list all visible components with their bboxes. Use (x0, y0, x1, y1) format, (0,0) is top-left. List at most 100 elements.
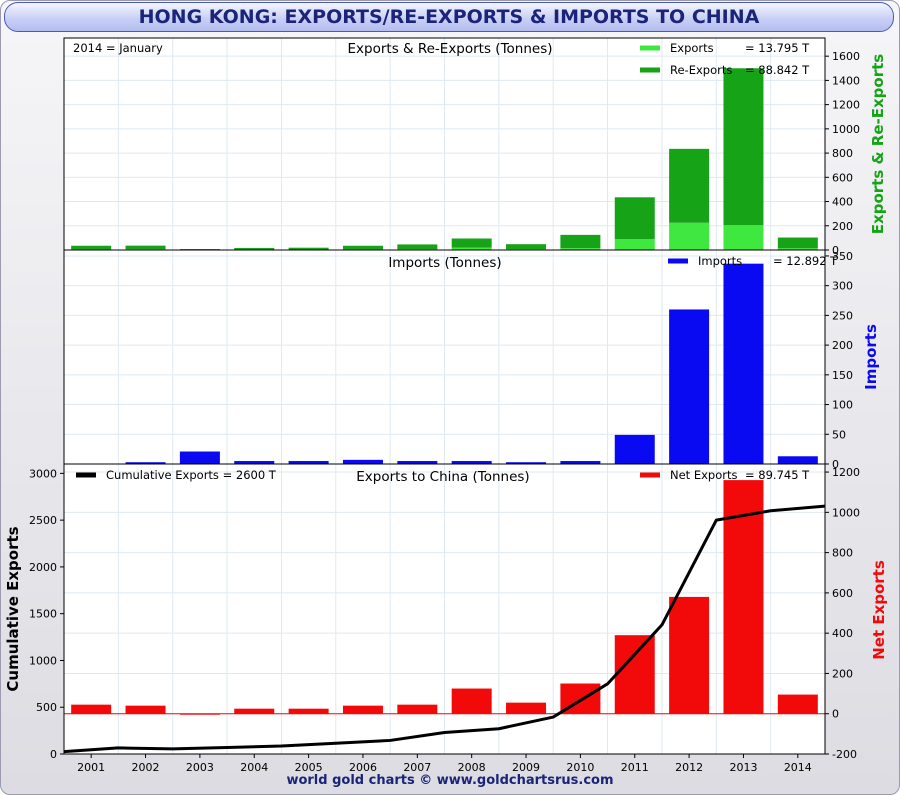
imports-axis-tick-label: 200 (832, 339, 853, 352)
legend-imports-label: Imports (698, 254, 742, 268)
re-exports-bar (560, 234, 601, 249)
legend-net-exports-label: Net Exports (670, 468, 737, 482)
net-axis-tick-label: 600 (832, 587, 853, 600)
net-exports-bar (777, 694, 818, 714)
x-axis-tick-label: 2010 (566, 761, 594, 774)
net-axis-tick-label: 1000 (832, 506, 860, 519)
x-axis-tick-label: 2006 (349, 761, 377, 774)
net-axis-tick-label: 1200 (832, 466, 860, 479)
exports-chart-title: Exports & Re-Exports (Tonnes) (348, 41, 553, 57)
net-axis-title: Net Exports (870, 560, 888, 660)
cumulative-axis-tick-label: 2000 (29, 561, 57, 574)
net-axis-tick-label: 200 (832, 667, 853, 680)
re-exports-bar (71, 245, 112, 250)
net-axis-tick-label: 0 (832, 708, 839, 721)
legend-net-exports-value: = 89.745 T (745, 468, 810, 482)
cumulative-axis-tick-label: 0 (50, 748, 57, 761)
imports-bar (777, 456, 818, 464)
net-exports-bar (288, 708, 329, 714)
imports-axis-tick-label: 150 (832, 369, 853, 382)
exports-axis-tick-label: 200 (832, 220, 853, 233)
cumulative-axis-tick-label: 1500 (29, 608, 57, 621)
imports-axis-tick-label: 300 (832, 280, 853, 293)
title-bar: HONG KONG: EXPORTS/RE-EXPORTS & IMPORTS … (4, 2, 894, 32)
x-axis-tick-label: 2002 (132, 761, 160, 774)
imports-axis-tick-label: 100 (832, 399, 853, 412)
exports-bar (777, 248, 818, 250)
net-exports-bar (669, 596, 710, 714)
cumulative-axis-tick-label: 500 (36, 701, 57, 714)
net-panel-border (63, 463, 826, 755)
cumulative-axis-tick-label: 3000 (29, 467, 57, 480)
imports-chart-title: Imports (Tonnes) (388, 255, 501, 271)
imports-bar (723, 263, 764, 464)
cumulative-axis-tick-label: 2500 (29, 514, 57, 527)
re-exports-bar (723, 68, 764, 226)
re-exports-bar (614, 197, 655, 240)
imports-bar (614, 434, 655, 464)
legend-re-exports-label: Re-Exports (670, 63, 732, 77)
imports-axis-tick-label: 250 (832, 309, 853, 322)
exports-axis-tick-label: 1400 (832, 74, 860, 87)
legend-cumulative-text: Cumulative Exports = 2600 T (106, 468, 277, 482)
imports-axis-title: Imports (862, 324, 880, 390)
x-axis-tick-label: 2007 (403, 761, 431, 774)
imports-bar (397, 461, 438, 464)
x-axis-tick-label: 2012 (675, 761, 703, 774)
re-exports-bar (125, 245, 166, 250)
cumulative-exports-line (63, 504, 826, 754)
imports-bar (234, 461, 275, 464)
cumulative-axis-title: Cumulative Exports (4, 526, 22, 691)
exports-bar (451, 247, 492, 250)
exports-axis-tick-label: 1200 (832, 99, 860, 112)
net-axis-tick-label: 400 (832, 627, 853, 640)
re-exports-bar (342, 245, 383, 250)
x-axis-tick-label: 2008 (458, 761, 486, 774)
net-exports-bar (397, 704, 438, 714)
exports-axis-title: Exports & Re-Exports (869, 54, 887, 234)
x-axis-tick-label: 2001 (77, 761, 105, 774)
net-exports-bar (451, 688, 492, 714)
exports-axis-tick-label: 600 (832, 171, 853, 184)
x-axis-tick-label: 2011 (621, 761, 649, 774)
legend-exports-value: = 13.795 T (745, 41, 810, 55)
exports-axis-tick-label: 1000 (832, 123, 860, 136)
imports-bar (179, 451, 220, 464)
x-axis-tick-label: 2013 (729, 761, 757, 774)
net-chart-title: Exports to China (Tonnes) (356, 469, 529, 485)
imports-bar (560, 461, 601, 464)
legend-imports-value: = 12.892 T (773, 254, 838, 268)
x-axis-tick-label: 2004 (240, 761, 268, 774)
net-exports-bar (71, 704, 112, 714)
cumulative-axis-tick-label: 1000 (29, 654, 57, 667)
re-exports-bar (179, 249, 220, 250)
exports-axis-tick-label: 800 (832, 147, 853, 160)
x-axis-tick-label: 2014 (784, 761, 812, 774)
imports-bar (342, 459, 383, 464)
re-exports-bar (506, 244, 547, 250)
date-annotation: 2014 = January (73, 41, 163, 55)
x-axis-tick-label: 2009 (512, 761, 540, 774)
imports-axis-tick-label: 350 (832, 250, 853, 263)
exports-bar (723, 225, 764, 250)
exports-bar (669, 222, 710, 250)
net-exports-bar (179, 713, 220, 715)
legend-re-exports-value: = 88.842 T (745, 63, 810, 77)
x-axis-tick-label: 2005 (295, 761, 323, 774)
imports-bar (451, 461, 492, 464)
net-exports-bar (614, 635, 655, 714)
net-axis-tick-label: 800 (832, 547, 853, 560)
net-axis-tick-label: -200 (832, 748, 857, 761)
re-exports-bar (451, 238, 492, 248)
legend-exports-label: Exports (670, 41, 714, 55)
re-exports-bar (397, 244, 438, 250)
re-exports-bar (234, 247, 275, 250)
exports-bar (614, 239, 655, 250)
re-exports-bar (288, 247, 329, 250)
page-title: HONG KONG: EXPORTS/RE-EXPORTS & IMPORTS … (138, 6, 760, 28)
exports-axis-tick-label: 0 (832, 244, 839, 257)
net-exports-bar (234, 708, 275, 714)
re-exports-bar (777, 237, 818, 249)
exports-bar (560, 248, 601, 250)
net-exports-bar (506, 702, 547, 714)
